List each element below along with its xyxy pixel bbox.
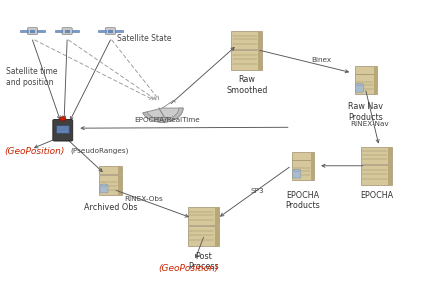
Text: Binex: Binex [311,57,331,63]
Polygon shape [311,152,314,160]
FancyBboxPatch shape [355,84,364,92]
FancyBboxPatch shape [355,66,377,74]
FancyBboxPatch shape [72,30,79,32]
FancyBboxPatch shape [27,28,38,35]
FancyBboxPatch shape [105,28,116,35]
Ellipse shape [101,184,107,186]
Ellipse shape [357,83,362,86]
Text: Satellite time
and position: Satellite time and position [6,67,58,87]
Text: Raw Nav
Products: Raw Nav Products [349,102,383,122]
FancyBboxPatch shape [292,160,314,180]
FancyBboxPatch shape [99,175,122,195]
FancyBboxPatch shape [37,30,45,32]
Polygon shape [374,66,377,74]
FancyBboxPatch shape [65,30,70,33]
FancyBboxPatch shape [361,147,392,164]
FancyBboxPatch shape [188,226,219,246]
Polygon shape [311,160,314,180]
FancyBboxPatch shape [108,30,113,33]
FancyBboxPatch shape [30,30,35,33]
Circle shape [60,117,66,121]
Wedge shape [143,108,183,122]
FancyBboxPatch shape [20,30,28,32]
FancyBboxPatch shape [231,31,262,49]
Text: (PseudoRanges): (PseudoRanges) [70,148,129,154]
Ellipse shape [294,169,300,172]
Text: Post
Process: Post Process [188,252,219,271]
FancyBboxPatch shape [53,119,73,141]
Polygon shape [388,165,392,185]
FancyBboxPatch shape [231,49,262,70]
FancyBboxPatch shape [115,30,123,32]
FancyBboxPatch shape [188,207,219,225]
FancyBboxPatch shape [55,30,62,32]
Text: EPOCHA: EPOCHA [360,191,393,200]
Polygon shape [215,207,219,225]
FancyBboxPatch shape [293,170,301,178]
Polygon shape [374,74,377,94]
Text: RINEX-Obs: RINEX-Obs [125,196,163,202]
Polygon shape [258,49,262,70]
Polygon shape [388,147,392,164]
FancyBboxPatch shape [56,125,69,133]
FancyBboxPatch shape [292,152,314,160]
FancyBboxPatch shape [98,30,106,32]
Text: EPOCHA
Products: EPOCHA Products [286,191,320,210]
FancyBboxPatch shape [99,166,122,174]
Polygon shape [118,166,122,174]
Text: Satellite State: Satellite State [117,34,171,43]
Text: SP3: SP3 [250,188,264,194]
FancyBboxPatch shape [361,165,392,185]
Polygon shape [258,31,262,49]
FancyBboxPatch shape [62,28,72,35]
Text: Raw
Smoothed: Raw Smoothed [226,75,268,95]
Text: (GeoPosition): (GeoPosition) [4,147,65,156]
Text: EPOCHA/RealTime: EPOCHA/RealTime [134,117,200,123]
Wedge shape [143,108,183,122]
Polygon shape [118,175,122,195]
FancyBboxPatch shape [100,185,108,193]
FancyBboxPatch shape [355,74,377,94]
Polygon shape [215,226,219,246]
Text: (GeoPosition): (GeoPosition) [158,264,218,273]
Text: RINEX-Nav: RINEX-Nav [351,121,389,127]
Text: Archived Obs: Archived Obs [84,203,137,212]
